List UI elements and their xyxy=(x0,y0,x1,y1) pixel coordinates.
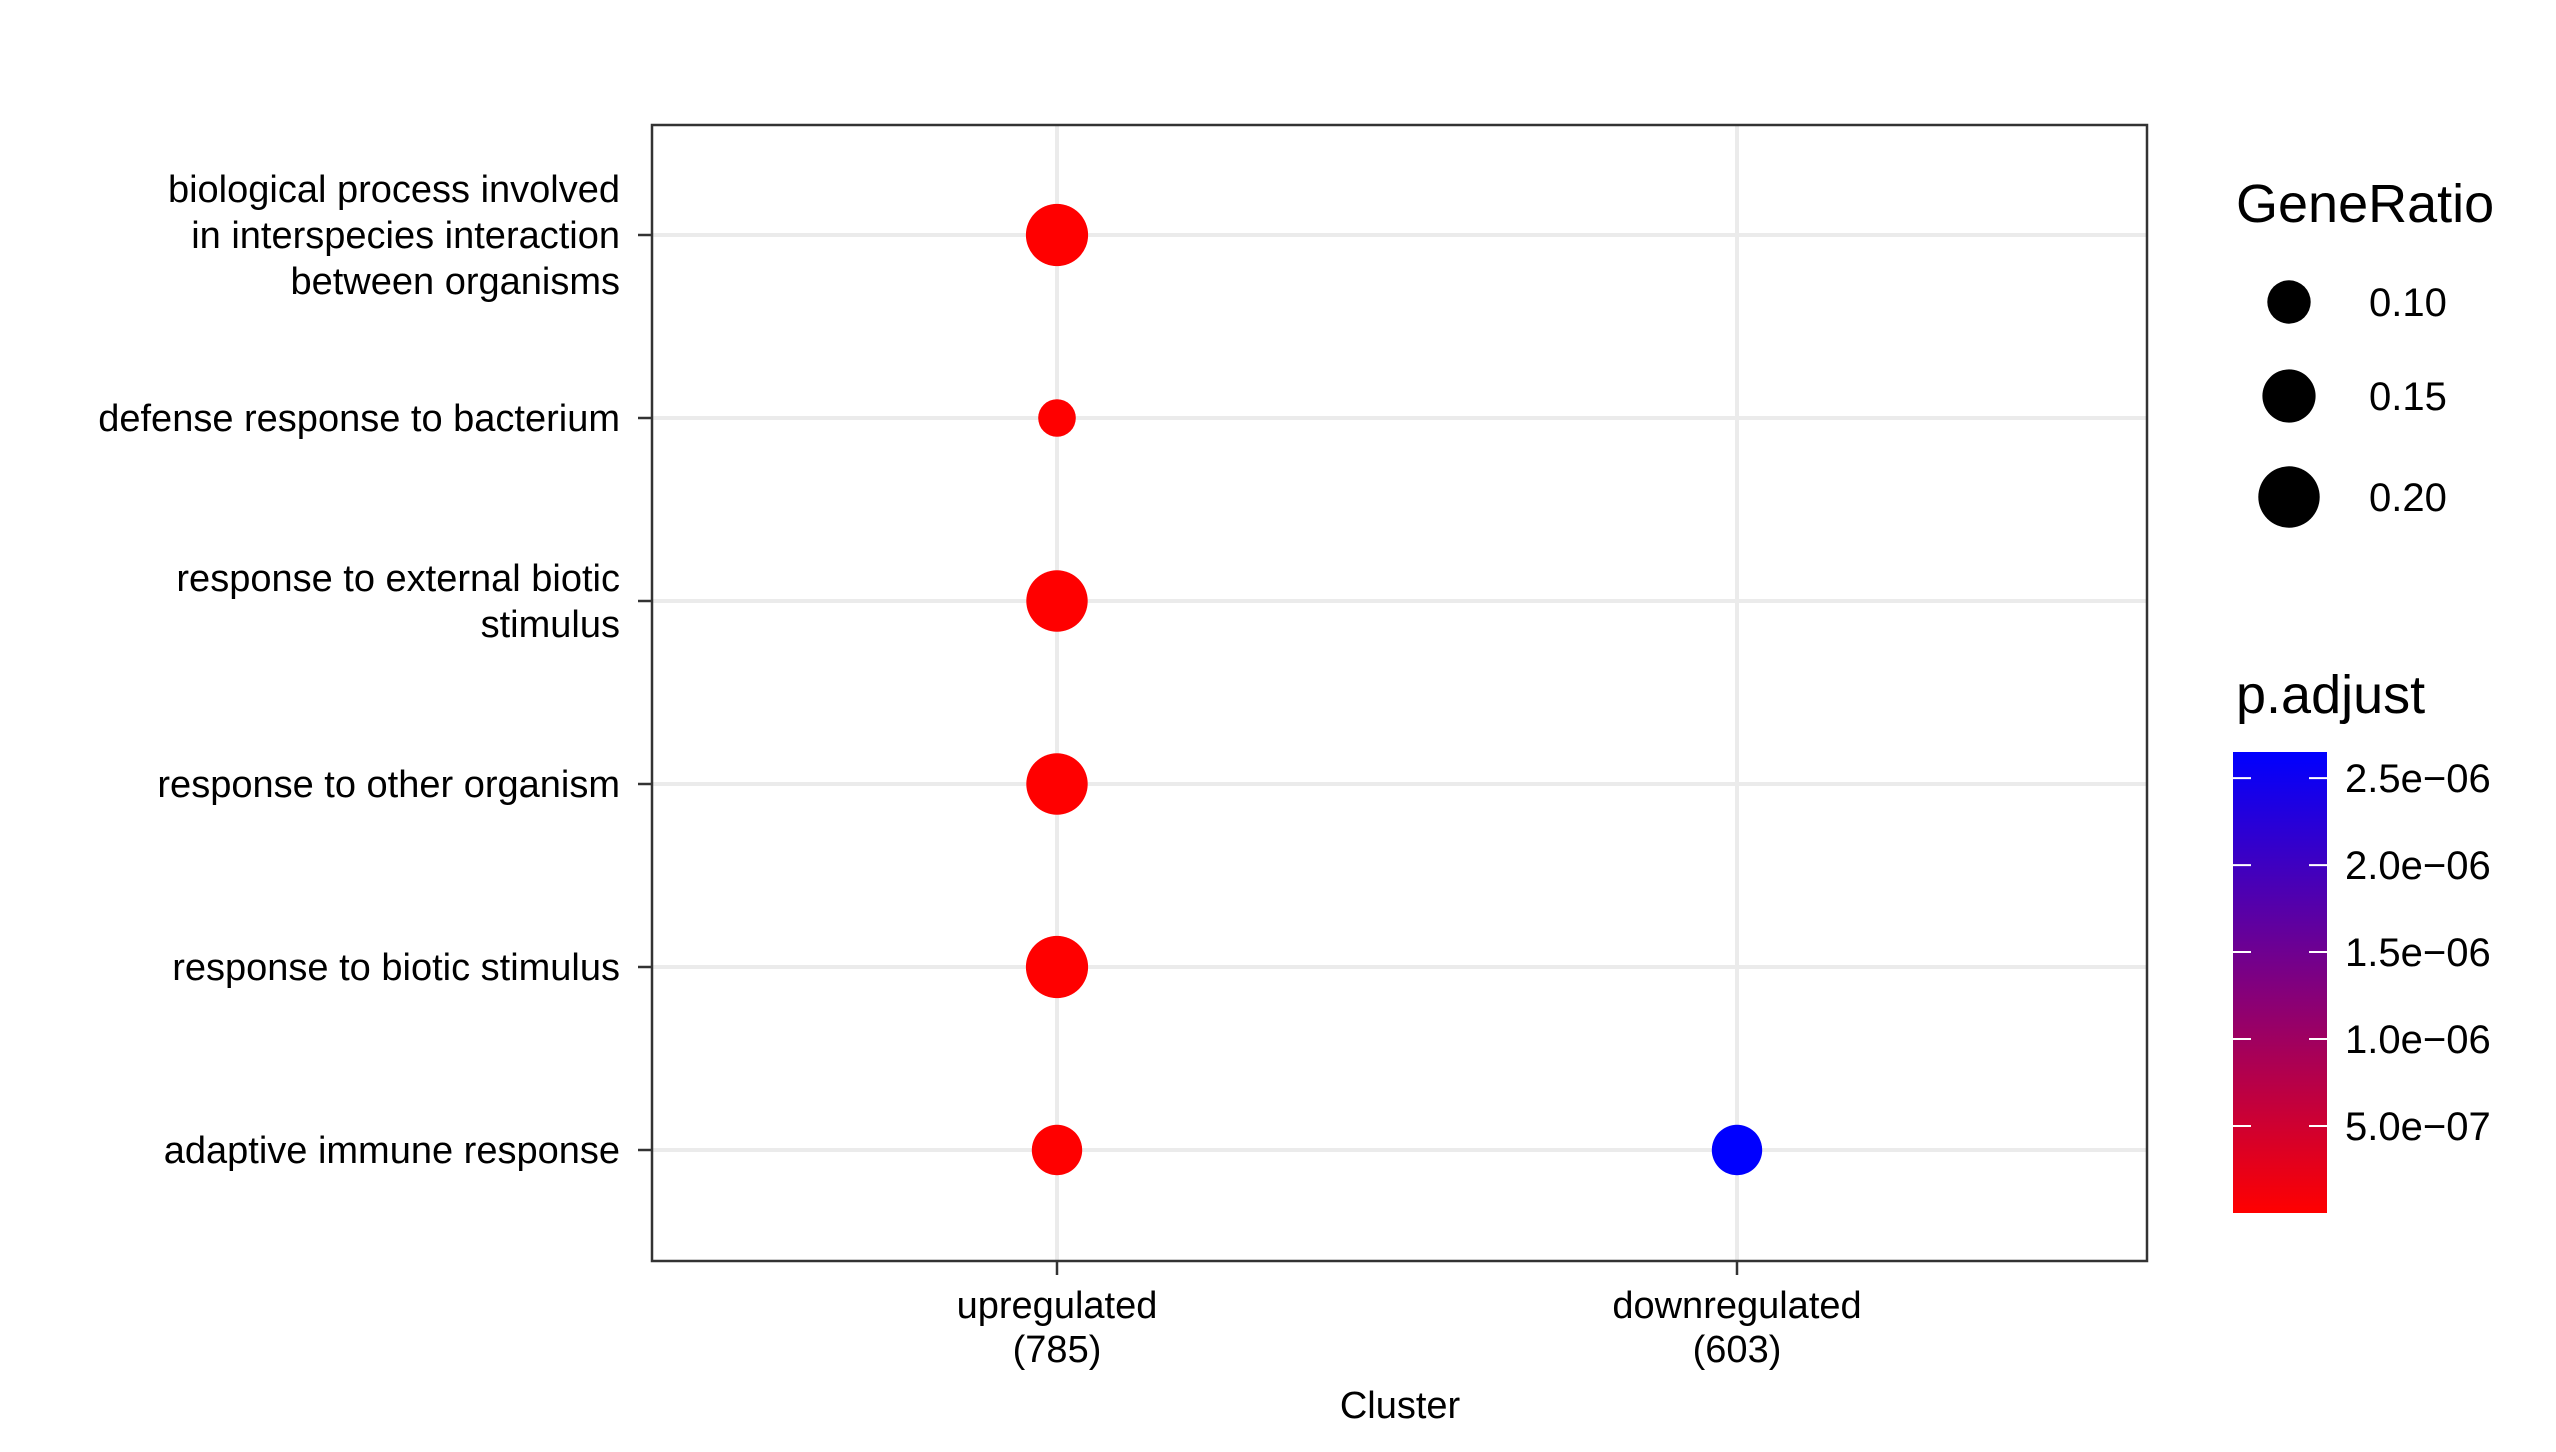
y-tick-label-defense-response-to-bacterium: defense response to bacterium xyxy=(98,398,620,440)
size-legend-key xyxy=(2267,280,2311,324)
point-upregulated-defense-response-to-bacterium xyxy=(1038,399,1076,437)
y-tick-label-response-to-external-biotic-stimulus: response to external biotic stimulus xyxy=(176,558,620,646)
p-adjust-legend: p.adjust 5.0e−07 1.0e−06 1.5e−06 2.0e−06 2.5e… xyxy=(2233,665,2491,1213)
size-legend-key xyxy=(2258,466,2320,528)
color-legend-label: 1.0e−06 xyxy=(2345,1018,2491,1062)
y-axis: biological process involved in interspeci… xyxy=(98,169,652,1172)
point-upregulated-response-to-external-biotic-stimulus xyxy=(1026,570,1088,632)
color-legend-label: 5.0e−07 xyxy=(2345,1105,2491,1149)
generatio-legend: GeneRatio 0.10 0.15 0.20 xyxy=(2236,174,2494,528)
point-downregulated-adaptive-immune-response xyxy=(1711,1124,1763,1176)
point-upregulated-biological-process-involved-in-interspecies-interaction-between-organisms xyxy=(1025,203,1089,267)
x-tick-label-downregulated: downregulated (603) xyxy=(1612,1285,1861,1371)
size-legend-label: 0.10 xyxy=(2369,281,2447,325)
point-upregulated-response-to-biotic-stimulus xyxy=(1025,935,1089,999)
y-tick-label-adaptive-immune-response: adaptive immune response xyxy=(164,1130,620,1172)
y-tick-label-biological-process-involved-in-interspecies-interaction-between-organisms: biological process involved in interspeci… xyxy=(168,169,620,303)
x-tick-label-upregulated: upregulated (785) xyxy=(957,1285,1158,1371)
x-axis: upregulated (785) downregulated (603) xyxy=(957,1261,1862,1371)
panel-border xyxy=(650,123,2149,1263)
y-tick-label-response-to-biotic-stimulus: response to biotic stimulus xyxy=(172,947,620,989)
x-axis-title: Cluster xyxy=(1340,1385,1461,1427)
point-upregulated-response-to-other-organism xyxy=(1026,753,1088,815)
data-points xyxy=(1025,203,1763,1176)
color-bar xyxy=(2233,752,2327,1213)
color-legend-label: 2.0e−06 xyxy=(2345,844,2491,888)
color-legend-label: 1.5e−06 xyxy=(2345,931,2491,975)
grid-lines xyxy=(652,125,2147,1261)
y-tick-label-response-to-other-organism: response to other organism xyxy=(157,764,620,806)
size-legend-label: 0.20 xyxy=(2369,476,2447,520)
color-legend-label: 2.5e−06 xyxy=(2345,757,2491,801)
point-upregulated-adaptive-immune-response xyxy=(1031,1124,1083,1176)
size-legend-title: GeneRatio xyxy=(2236,174,2494,234)
size-legend-key xyxy=(2262,369,2316,423)
size-legend-label: 0.15 xyxy=(2369,375,2447,419)
color-legend-title: p.adjust xyxy=(2236,665,2425,725)
